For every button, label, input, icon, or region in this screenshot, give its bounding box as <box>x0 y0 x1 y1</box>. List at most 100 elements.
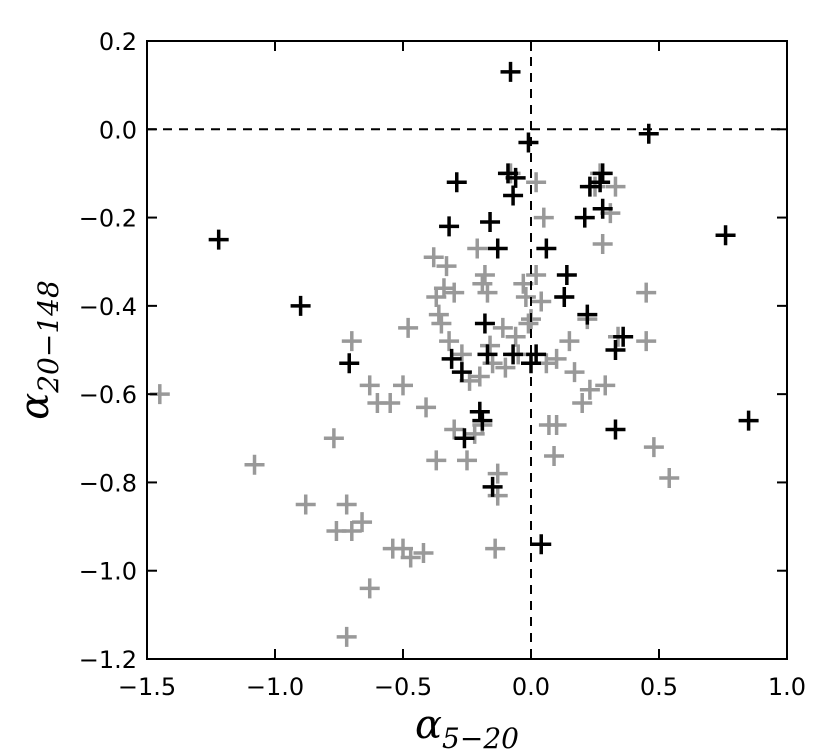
data-point <box>339 353 360 374</box>
data-point <box>393 375 413 396</box>
x-tick-label: 0.0 <box>512 673 550 701</box>
plot-marks <box>149 61 759 647</box>
data-point <box>444 419 465 440</box>
data-point <box>444 282 465 303</box>
x-tick-label: 0.5 <box>640 673 678 701</box>
data-point <box>454 428 475 449</box>
data-point <box>592 234 613 255</box>
data-point <box>359 375 380 396</box>
y-tick-label: −1.0 <box>79 558 137 586</box>
data-point <box>477 344 498 365</box>
data-point <box>590 172 611 193</box>
data-point <box>572 392 593 413</box>
data-point <box>451 362 472 383</box>
data-point <box>505 167 526 188</box>
data-point <box>400 547 421 568</box>
y-tick-label: −0.2 <box>79 205 137 233</box>
y-tick-label: −0.4 <box>79 293 137 321</box>
data-point <box>577 304 598 325</box>
data-point <box>469 401 490 422</box>
data-point <box>480 211 501 232</box>
x-tick-label: −1.0 <box>246 673 304 701</box>
data-point <box>546 348 567 369</box>
data-point <box>559 331 580 352</box>
data-point <box>526 344 547 365</box>
data-point <box>441 348 462 369</box>
data-point <box>526 264 547 285</box>
data-point <box>423 247 444 268</box>
data-point <box>474 313 495 334</box>
data-point <box>477 282 498 303</box>
data-point <box>579 379 600 400</box>
data-point <box>531 291 552 312</box>
data-point <box>492 317 513 338</box>
y-axis-label: α20−148 <box>12 280 65 420</box>
y-tick-label: −0.8 <box>79 469 137 497</box>
data-point <box>592 198 613 219</box>
data-point <box>469 366 490 387</box>
data-point <box>503 185 524 206</box>
data-point <box>554 287 575 308</box>
data-point <box>485 538 506 559</box>
data-point <box>636 331 657 352</box>
data-point <box>413 543 434 564</box>
x-tick-label: −1.5 <box>118 673 176 701</box>
data-point <box>636 282 657 303</box>
data-point <box>536 238 557 259</box>
data-point <box>487 485 508 506</box>
data-point <box>426 450 447 471</box>
y-axis-label-subscript: 20−148 <box>32 280 65 394</box>
data-point <box>526 172 547 193</box>
data-point <box>472 273 493 294</box>
data-point <box>487 463 508 484</box>
data-point <box>531 534 552 555</box>
data-point <box>428 304 449 325</box>
data-point <box>352 512 373 533</box>
x-axis-ticks: −1.5 −1.0 −0.5 0.0 0.5 1.0 <box>118 41 806 701</box>
data-point <box>503 344 524 365</box>
x-tick-label: −0.5 <box>374 673 432 701</box>
x-tick-label: 1.0 <box>768 673 806 701</box>
data-point <box>244 454 265 475</box>
data-point <box>359 578 380 599</box>
data-point <box>295 494 316 515</box>
data-point <box>659 468 680 489</box>
data-point <box>564 362 585 383</box>
data-point <box>643 437 664 458</box>
data-point <box>592 163 613 184</box>
plot-frame <box>146 40 788 660</box>
data-point <box>431 313 452 334</box>
data-point <box>323 428 344 449</box>
data-point <box>341 331 362 352</box>
data-point <box>446 172 467 193</box>
y-axis-label-base: α <box>12 393 58 420</box>
x-axis-label-subscript: 5−20 <box>442 722 519 755</box>
data-point <box>515 287 536 308</box>
x-axis-label: α5−20 <box>415 702 519 755</box>
data-point <box>208 229 229 250</box>
data-point <box>605 419 626 440</box>
data-point <box>487 238 508 259</box>
series-2 <box>208 61 759 555</box>
y-tick-label: −0.6 <box>79 381 137 409</box>
data-point <box>500 61 521 82</box>
data-point <box>480 335 501 356</box>
y-tick-label: 0.2 <box>99 28 137 56</box>
data-point <box>544 445 565 466</box>
data-point <box>738 410 759 431</box>
data-point <box>595 375 616 396</box>
data-point <box>436 256 457 277</box>
data-point <box>513 273 534 294</box>
data-point <box>533 207 554 228</box>
data-point <box>495 357 516 378</box>
series-1 <box>149 163 680 647</box>
data-point <box>290 295 311 316</box>
data-point <box>579 176 600 197</box>
data-point <box>336 626 357 647</box>
data-point <box>556 264 577 285</box>
data-point <box>482 476 503 497</box>
data-point <box>574 207 595 228</box>
data-point <box>336 494 357 515</box>
data-point <box>715 225 736 246</box>
